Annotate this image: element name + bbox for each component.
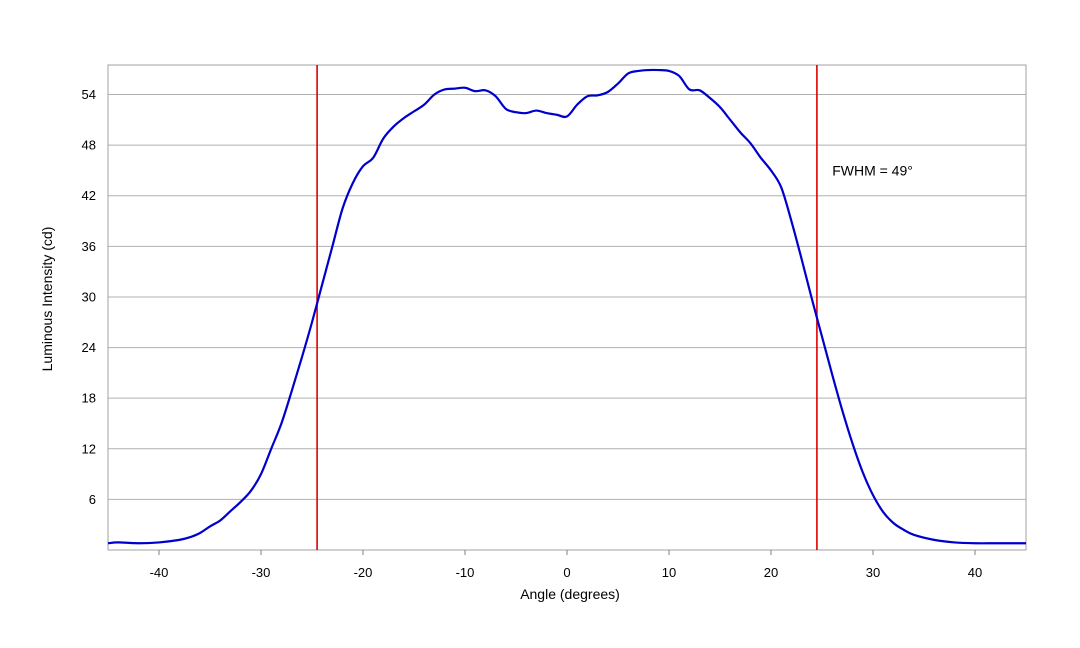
y-tick-label: 6 (89, 492, 96, 507)
y-axis-ticks: 6 12 18 24 30 36 42 48 54 (82, 87, 96, 507)
x-tick-label: 40 (968, 565, 982, 580)
x-tick-label: 0 (563, 565, 570, 580)
x-axis-title: Angle (degrees) (520, 586, 620, 602)
annotations: FWHM = 49° (832, 162, 913, 178)
x-tick-label: 30 (866, 565, 880, 580)
plot-frame (107, 64, 1027, 551)
x-tick-label: -20 (354, 565, 373, 580)
fwhm-marker-lines (316, 65, 818, 550)
y-axis-title: Luminous Intensity (cd) (39, 227, 55, 372)
plot-border (107, 64, 1027, 551)
series-group (107, 68, 1026, 545)
y-tick-label: 42 (82, 188, 96, 203)
x-tick-label: -30 (252, 565, 271, 580)
y-tick-label: 54 (82, 87, 96, 102)
y-tick-label: 12 (82, 441, 96, 456)
x-axis-ticks: -40 -30 -20 -10 0 10 20 30 40 (150, 550, 982, 580)
x-tick-label: 10 (662, 565, 676, 580)
intensity-curve-line (107, 68, 1026, 545)
fwhm-annotation: FWHM = 49° (832, 162, 913, 178)
x-tick-label: -10 (456, 565, 475, 580)
y-tick-label: 30 (82, 289, 96, 304)
horizontal-grid (108, 94, 1026, 500)
y-tick-label: 18 (82, 391, 96, 406)
y-tick-label: 36 (82, 239, 96, 254)
x-tick-label: 20 (764, 565, 778, 580)
y-tick-label: 24 (82, 340, 96, 355)
y-tick-label: 48 (82, 138, 96, 153)
x-tick-label: -40 (150, 565, 169, 580)
